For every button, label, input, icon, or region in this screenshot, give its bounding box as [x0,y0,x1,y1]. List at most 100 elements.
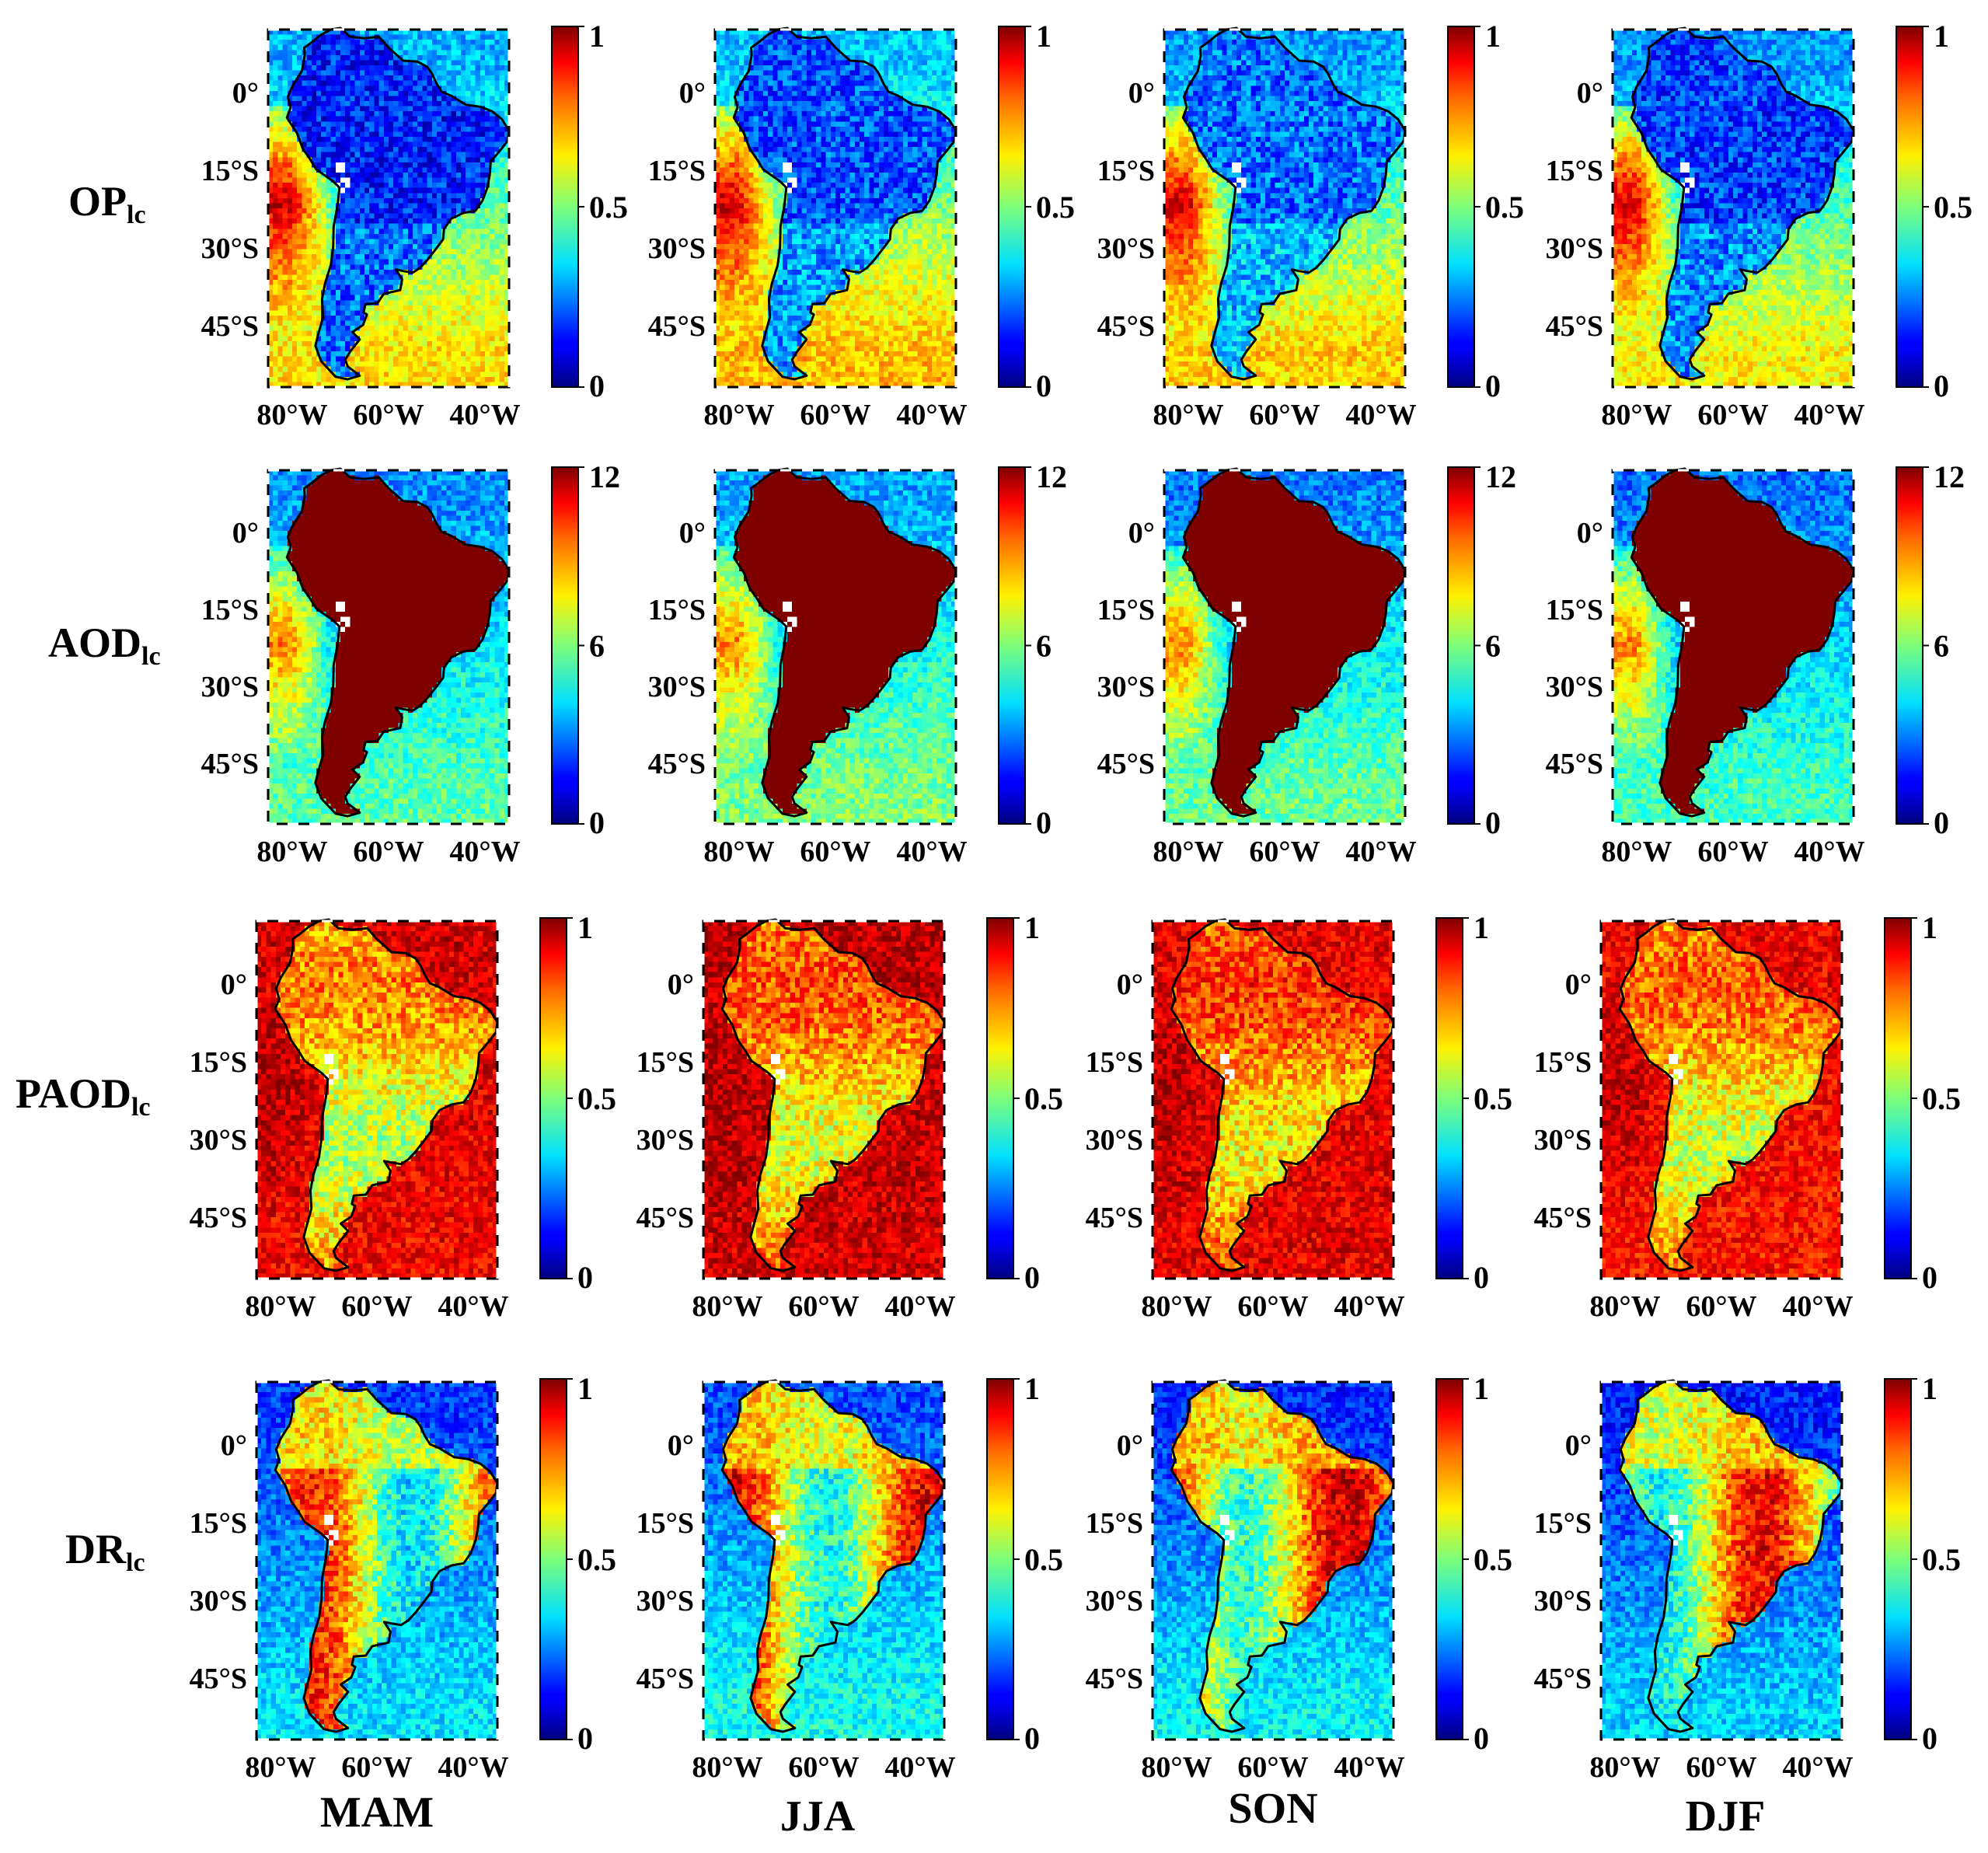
heatmap-cell [312,131,317,137]
heatmap-cell [321,50,326,55]
heatmap-cell [297,270,302,275]
heatmap-cell [297,300,302,305]
heatmap-cell [321,250,326,255]
heatmap-cell [297,295,302,301]
heatmap-cell [312,45,317,51]
heatmap-cell [277,264,283,270]
heatmap-cell [302,316,307,321]
heatmap-cell [302,188,307,194]
heatmap-cell [277,178,283,183]
heatmap-cell [283,270,288,275]
heatmap-cell [277,173,283,178]
heatmap-cell [316,106,322,112]
heatmap-cell [316,183,322,188]
heatmap-cell [297,341,302,347]
heatmap-cell [288,147,293,152]
heatmap-cell [283,183,288,188]
heatmap-cell [283,60,288,65]
heatmap-cell [277,208,283,214]
heatmap-cell [321,117,326,122]
heatmap-cell [273,157,278,162]
heatmap-cell [288,367,293,372]
heatmap-cell [316,121,322,127]
heatmap-cell [316,101,322,106]
heatmap-cell [283,188,288,194]
heatmap-cell [273,35,278,40]
heatmap-cell [277,142,283,148]
heatmap-cell [302,214,307,219]
heatmap-cell [283,321,288,326]
heatmap-cell [288,183,293,188]
heatmap-cell [297,274,302,280]
heatmap-cell [277,346,283,351]
heatmap-cell [321,152,326,158]
heatmap-cell [273,55,278,61]
heatmap-cell [321,137,326,142]
heatmap-cell [312,117,317,122]
heatmap-cell [312,229,317,234]
heatmap-cell [283,173,288,178]
heatmap-cell [302,305,307,311]
heatmap-cell [302,377,307,382]
heatmap-cell [292,117,298,122]
heatmap-cell [288,50,293,55]
heatmap-cell [288,372,293,377]
heatmap-cell [273,214,278,219]
heatmap-cell [312,331,317,337]
heatmap-cell [292,65,298,71]
heatmap-cell [288,377,293,382]
heatmap-cell [297,167,302,173]
heatmap-cell [302,280,307,285]
heatmap-cell [283,121,288,127]
heatmap-cell [316,50,322,55]
heatmap-cell [316,75,322,81]
heatmap-cell [307,305,312,311]
heatmap-cell [302,121,307,127]
heatmap-cell [273,321,278,326]
heatmap-cell [307,121,312,127]
heatmap-cell [288,75,293,81]
heatmap-cell [316,137,322,142]
heatmap-cell [283,244,288,250]
heatmap-cell [288,336,293,341]
heatmap-cell [283,85,288,91]
heatmap-cell [297,361,302,367]
heatmap-cell [288,127,293,132]
heatmap-cell [316,214,322,219]
heatmap-cell [307,372,312,377]
heatmap-cell [288,310,293,316]
heatmap-cell [283,305,288,311]
heatmap-cell [277,203,283,208]
heatmap-cell [292,214,298,219]
heatmap-cell [297,85,302,91]
heatmap-cell [277,321,283,326]
heatmap-cell [277,35,283,40]
heatmap-cell [283,260,288,265]
heatmap-cell [297,121,302,127]
heatmap-cell [277,285,283,291]
heatmap-cell [283,40,288,45]
heatmap-cell [316,372,322,377]
heatmap-cell [312,321,317,326]
heatmap-cell [302,40,307,45]
heatmap-cell [316,193,322,198]
heatmap-cell [297,336,302,341]
heatmap-cell [312,198,317,204]
heatmap-cell [292,367,298,372]
heatmap-cell [297,218,302,224]
heatmap-cell [288,254,293,260]
heatmap-cell [292,229,298,234]
heatmap-cell [277,218,283,224]
heatmap-cell [321,188,326,194]
heatmap-cell [321,60,326,65]
heatmap-cell [312,264,317,270]
heatmap-cell [288,224,293,229]
heatmap-cell [316,91,322,96]
heatmap-cell [277,81,283,86]
heatmap-cell [288,357,293,362]
heatmap-cell [316,310,322,316]
heatmap-cell [273,346,278,351]
heatmap-cell [283,274,288,280]
heatmap-cell [292,270,298,275]
heatmap-cell [312,239,317,244]
